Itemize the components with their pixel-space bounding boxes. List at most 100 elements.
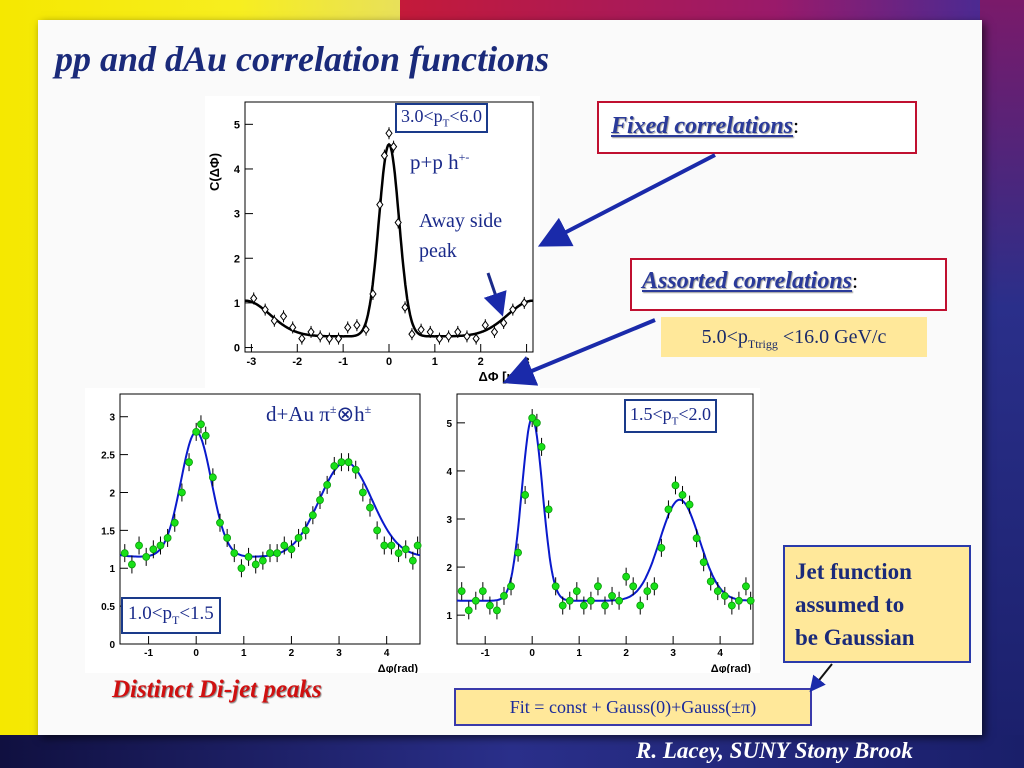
y-tick-label: 0.5 xyxy=(101,602,115,613)
background-right-band xyxy=(980,0,1024,768)
data-point xyxy=(373,526,382,535)
y-tick-label: 0 xyxy=(109,640,115,651)
x-tick-label: 1 xyxy=(241,648,247,659)
data-point xyxy=(544,505,553,514)
data-point xyxy=(532,418,541,427)
x-tick-label: 0 xyxy=(529,648,535,659)
data-point xyxy=(308,511,317,520)
data-point xyxy=(142,552,151,561)
data-point xyxy=(250,293,258,304)
data-point xyxy=(413,541,422,550)
y-tick-label: 4 xyxy=(446,467,452,478)
data-point xyxy=(408,329,416,339)
data-point xyxy=(201,431,210,440)
x-tick-label: 2 xyxy=(623,648,629,659)
data-point xyxy=(671,481,680,490)
fixed-correlations-box: Fixed correlations: xyxy=(597,101,917,154)
data-point xyxy=(163,534,172,542)
data-point xyxy=(615,596,623,605)
y-tick-label: 1 xyxy=(446,611,452,622)
y-tick-label: 3 xyxy=(446,515,452,526)
data-point xyxy=(394,549,403,557)
data-point xyxy=(156,541,165,550)
data-point xyxy=(699,558,708,567)
data-point xyxy=(401,545,410,554)
data-point xyxy=(135,541,143,550)
x-tick-label: -1 xyxy=(481,648,490,659)
data-point xyxy=(454,327,462,337)
fixed-arrow xyxy=(537,153,716,247)
data-point xyxy=(464,606,473,615)
data-point xyxy=(316,331,324,342)
pp-pt-range-label: 3.0<pT<6.0 xyxy=(395,103,489,133)
data-point xyxy=(692,534,701,543)
data-point xyxy=(369,289,377,299)
data-point xyxy=(664,505,673,514)
data-point xyxy=(594,582,602,591)
data-point xyxy=(727,601,736,610)
data-point xyxy=(657,543,666,552)
data-point xyxy=(330,462,339,470)
x-tick-label: -3 xyxy=(247,356,257,368)
data-point xyxy=(280,541,289,550)
data-point xyxy=(208,473,217,482)
data-point xyxy=(629,582,638,591)
fixed-correlations-label: Fixed correlations xyxy=(611,113,794,139)
data-point xyxy=(742,582,750,591)
data-point xyxy=(572,587,581,596)
y-tick-label: 2 xyxy=(109,488,115,499)
data-point xyxy=(509,304,517,315)
data-point xyxy=(366,503,374,512)
x-tick-label: 3 xyxy=(670,648,676,659)
y-tick-label: 2 xyxy=(234,253,240,265)
data-point xyxy=(537,442,546,451)
dijet-caption: Distinct Di-jet peaks xyxy=(112,676,322,703)
assorted-correlations-box: Assorted correlations: xyxy=(630,258,947,311)
data-point xyxy=(344,322,352,333)
data-point xyxy=(325,333,334,344)
away-peak-arrow xyxy=(483,272,507,317)
data-point xyxy=(490,327,499,337)
y-tick-label: 2 xyxy=(446,563,452,574)
x-tick-label: 1 xyxy=(432,356,438,368)
data-point xyxy=(389,141,398,152)
x-tick-label: 4 xyxy=(384,648,390,659)
slide-title: pp and dAu correlation functions xyxy=(55,39,550,79)
x-tick-label: -1 xyxy=(144,648,153,659)
plot-background xyxy=(205,96,540,391)
data-point xyxy=(149,545,158,554)
data-point xyxy=(636,601,645,610)
data-point xyxy=(746,596,755,605)
plot-background xyxy=(425,388,760,673)
x-tick-label: 1 xyxy=(576,648,582,659)
data-point xyxy=(408,556,417,565)
data-point xyxy=(551,582,560,591)
y-tick-label: 4 xyxy=(234,164,241,176)
data-point xyxy=(334,333,343,344)
data-point xyxy=(435,333,444,344)
y-tick-label: 1.5 xyxy=(101,526,115,537)
dau-pt-range-label: 1.0<pT<1.5 xyxy=(121,597,221,634)
data-point xyxy=(289,322,297,333)
data-point xyxy=(251,560,260,569)
data-point xyxy=(258,556,267,565)
data-point xyxy=(401,302,409,313)
away-side-annotation: Away side peak xyxy=(419,210,503,262)
data-point xyxy=(394,217,402,228)
y-axis-label: C(ΔΦ) xyxy=(207,153,222,191)
data-point xyxy=(294,534,303,542)
data-point xyxy=(376,199,384,210)
assorted-correlations-label: Assorted correlations xyxy=(642,268,853,294)
data-point xyxy=(444,331,453,342)
data-point xyxy=(643,587,652,596)
data-point xyxy=(500,592,508,600)
data-point xyxy=(353,320,361,331)
data-point xyxy=(362,324,370,335)
dau-system-label: d+Au π±⊗h± xyxy=(266,402,372,426)
data-point xyxy=(706,577,715,586)
x-tick-label: 3 xyxy=(336,648,342,659)
data-point xyxy=(735,596,743,605)
data-point xyxy=(223,534,232,542)
data-point xyxy=(230,549,239,557)
